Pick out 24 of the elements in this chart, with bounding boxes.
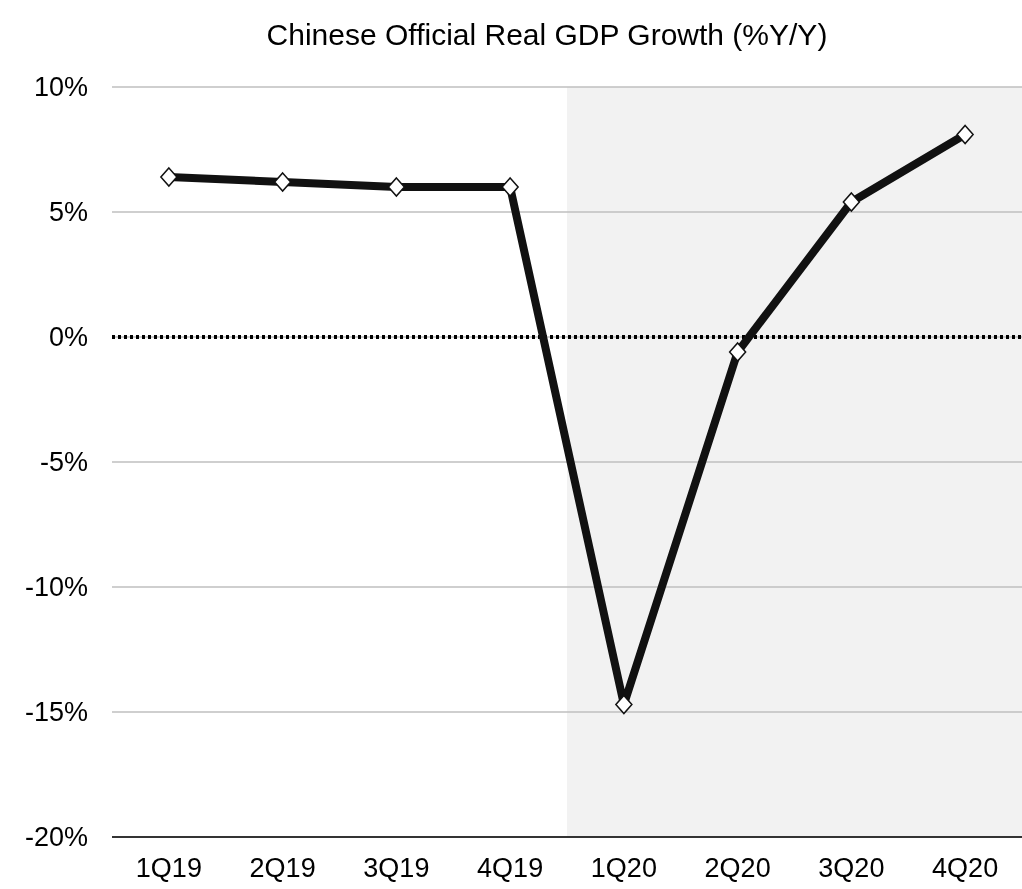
x-tick-label: 3Q19 bbox=[363, 853, 430, 883]
x-tick-label: 1Q19 bbox=[135, 853, 202, 883]
point bbox=[842, 192, 861, 212]
point bbox=[956, 124, 974, 145]
x-tick-label: 3Q20 bbox=[818, 853, 885, 883]
y-tick-label: 10% bbox=[33, 72, 88, 103]
chart-title: Chinese Official Real GDP Growth (%Y/Y) bbox=[266, 18, 828, 51]
x-tick-label: 4Q19 bbox=[477, 853, 544, 883]
y-tick-label: -10% bbox=[24, 572, 88, 603]
x-tick-label: 4Q20 bbox=[932, 853, 999, 883]
point bbox=[273, 172, 292, 192]
point bbox=[615, 694, 633, 715]
y-tick-label: -20% bbox=[24, 822, 88, 853]
y-tick-label: -5% bbox=[39, 447, 88, 478]
y-tick-label: 5% bbox=[48, 197, 88, 228]
x-tick-label: 2Q20 bbox=[704, 853, 771, 883]
x-tick-label: 2Q19 bbox=[249, 853, 316, 883]
point bbox=[160, 167, 178, 187]
y-tick-label: 0% bbox=[48, 322, 88, 353]
point bbox=[387, 177, 406, 197]
y-tick-label: -15% bbox=[24, 697, 88, 728]
point bbox=[501, 177, 519, 197]
point bbox=[728, 342, 747, 362]
x-tick-label: 1Q20 bbox=[590, 853, 657, 883]
